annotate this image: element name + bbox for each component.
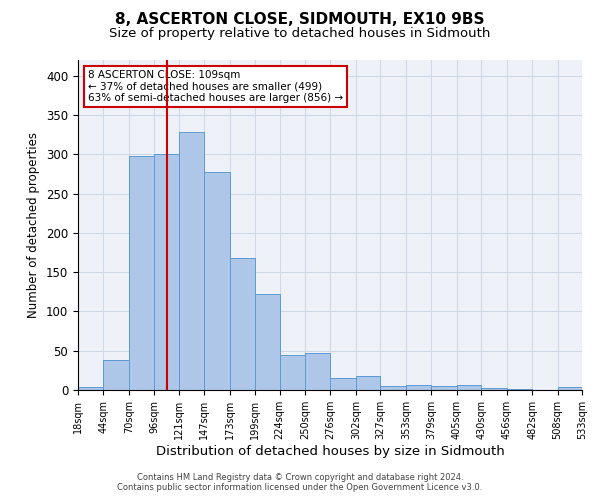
Bar [356,376,380,390]
Bar [506,389,532,390]
Bar [406,386,431,390]
Bar [331,378,356,390]
Bar [305,353,331,390]
Bar [255,294,280,390]
Bar [103,360,129,390]
X-axis label: Distribution of detached houses by size in Sidmouth: Distribution of detached houses by size … [155,444,505,458]
Bar [129,156,154,390]
Bar [280,354,305,390]
Text: Size of property relative to detached houses in Sidmouth: Size of property relative to detached ho… [109,28,491,40]
Bar [204,172,230,390]
Bar [78,387,103,390]
Bar [230,258,255,390]
Bar [457,386,481,390]
Bar [431,386,457,390]
Text: 8, ASCERTON CLOSE, SIDMOUTH, EX10 9BS: 8, ASCERTON CLOSE, SIDMOUTH, EX10 9BS [115,12,485,28]
Y-axis label: Number of detached properties: Number of detached properties [28,132,40,318]
Text: Contains HM Land Registry data © Crown copyright and database right 2024.
Contai: Contains HM Land Registry data © Crown c… [118,473,482,492]
Bar [481,388,506,390]
Bar [154,154,179,390]
Bar [179,132,204,390]
Bar [557,387,582,390]
Bar [380,386,406,390]
Text: 8 ASCERTON CLOSE: 109sqm
← 37% of detached houses are smaller (499)
63% of semi-: 8 ASCERTON CLOSE: 109sqm ← 37% of detach… [88,70,343,103]
